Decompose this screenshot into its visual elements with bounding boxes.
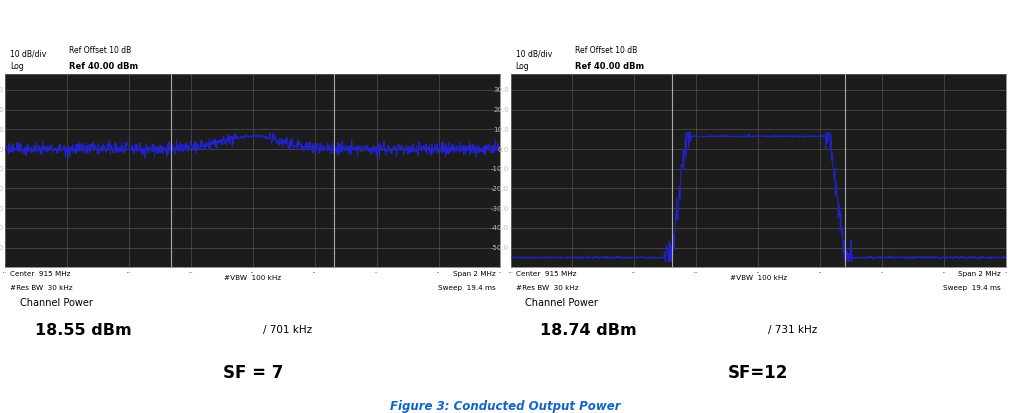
Text: #IFGain:Low: #IFGain:Low [137, 36, 180, 42]
Text: #VBW  100 kHz: #VBW 100 kHz [224, 275, 281, 281]
Text: Ref Offset 10 dB: Ref Offset 10 dB [575, 46, 637, 55]
Text: #VBW  100 kHz: #VBW 100 kHz [730, 275, 787, 281]
Text: 18.55 dBm: 18.55 dBm [34, 323, 131, 338]
Text: Log: Log [10, 62, 23, 71]
Text: #Res BW  30 kHz: #Res BW 30 kHz [10, 285, 73, 291]
Text: Span 2 MHz: Span 2 MHz [958, 271, 1001, 277]
Text: #Res BW  30 kHz: #Res BW 30 kHz [516, 285, 578, 291]
Text: Radio Device: BTS: Radio Device: BTS [937, 34, 1001, 40]
Text: 10 dB/div: 10 dB/div [10, 49, 47, 58]
Text: #Atten: 40 dB: #Atten: 40 dB [238, 34, 285, 40]
Text: Center Freq: 915.000000 MHz: Center Freq: 915.000000 MHz [743, 5, 852, 10]
Text: 10 dB/div: 10 dB/div [516, 49, 552, 58]
Text: / 731 kHz: / 731 kHz [768, 325, 818, 335]
Text: Ref Offset 10 dB: Ref Offset 10 dB [70, 46, 131, 55]
Text: SF = 7: SF = 7 [222, 363, 283, 382]
Text: Integration BW  701.00 kHz: Integration BW 701.00 kHz [10, 10, 144, 19]
Text: Span 2 MHz: Span 2 MHz [453, 271, 495, 277]
Text: Radio Device: BTS: Radio Device: BTS [432, 34, 495, 40]
Text: Ref 40.00 dBm: Ref 40.00 dBm [70, 62, 139, 71]
Text: SF=12: SF=12 [728, 363, 789, 382]
Text: Ref 40.00 dBm: Ref 40.00 dBm [575, 62, 644, 71]
Text: Radio Std: None: Radio Std: None [440, 5, 495, 10]
Text: Integration BW  731.00 kHz: Integration BW 731.00 kHz [516, 10, 649, 19]
Text: Radio Std: None: Radio Std: None [945, 5, 1001, 10]
Text: #IFGain:Low: #IFGain:Low [643, 36, 685, 42]
Text: #Atten: 40 dB: #Atten: 40 dB [743, 34, 791, 40]
Text: Center Freq: 915.000000 MHz: Center Freq: 915.000000 MHz [238, 5, 347, 10]
Text: Log: Log [516, 62, 529, 71]
Text: Center  915 MHz: Center 915 MHz [10, 271, 71, 277]
Text: Sweep  19.4 ms: Sweep 19.4 ms [438, 285, 495, 291]
Text: 18.74 dBm: 18.74 dBm [540, 323, 637, 338]
Text: / 701 kHz: / 701 kHz [263, 325, 311, 335]
Text: Sweep  19.4 ms: Sweep 19.4 ms [943, 285, 1001, 291]
Text: Trig: Free Run         Avg|Hold:> 1000/1000: Trig: Free Run Avg|Hold:> 1000/1000 [743, 18, 884, 25]
Text: Channel Power: Channel Power [20, 299, 93, 309]
Text: Channel Power: Channel Power [526, 299, 599, 309]
Text: Center  915 MHz: Center 915 MHz [516, 271, 576, 277]
Text: Trig: Free Run         Avg|Hold:> 1000/1000: Trig: Free Run Avg|Hold:> 1000/1000 [238, 18, 378, 25]
Text: Figure 3: Conducted Output Power: Figure 3: Conducted Output Power [390, 400, 621, 413]
